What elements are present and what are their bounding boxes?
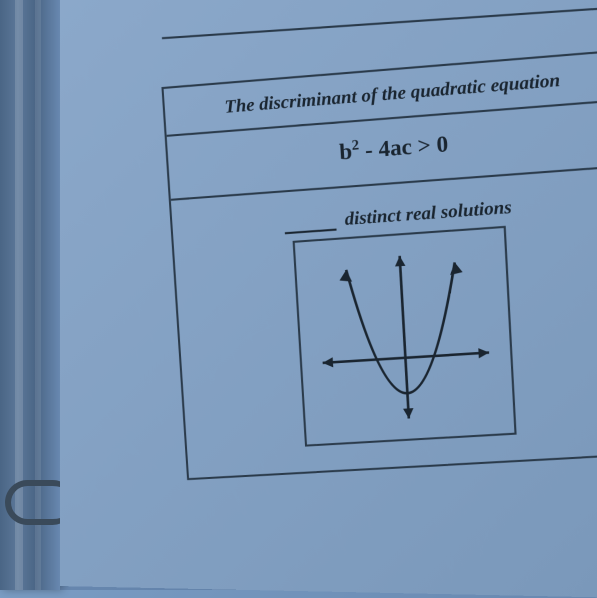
x-axis-arrow-right (478, 347, 489, 358)
formula-rest: - 4ac > 0 (359, 130, 449, 163)
parabola-graph (306, 239, 504, 434)
graph-box (293, 226, 517, 447)
fill-in-blank (285, 229, 337, 235)
y-axis-arrow-up (394, 256, 405, 267)
parabola-arrow-left (339, 269, 352, 282)
discriminant-table: The discriminant of the quadratic equati… (161, 49, 597, 480)
page-content: The discriminant of the quadratic equati… (60, 0, 597, 598)
x-axis-arrow-left (322, 357, 333, 368)
top-border-line (162, 6, 597, 39)
y-axis-arrow-down (403, 408, 414, 419)
parabola-arrow-right (449, 262, 462, 275)
graph-label-text: distinct real solutions (344, 196, 512, 229)
graph-cell: distinct real solutions (171, 167, 597, 478)
